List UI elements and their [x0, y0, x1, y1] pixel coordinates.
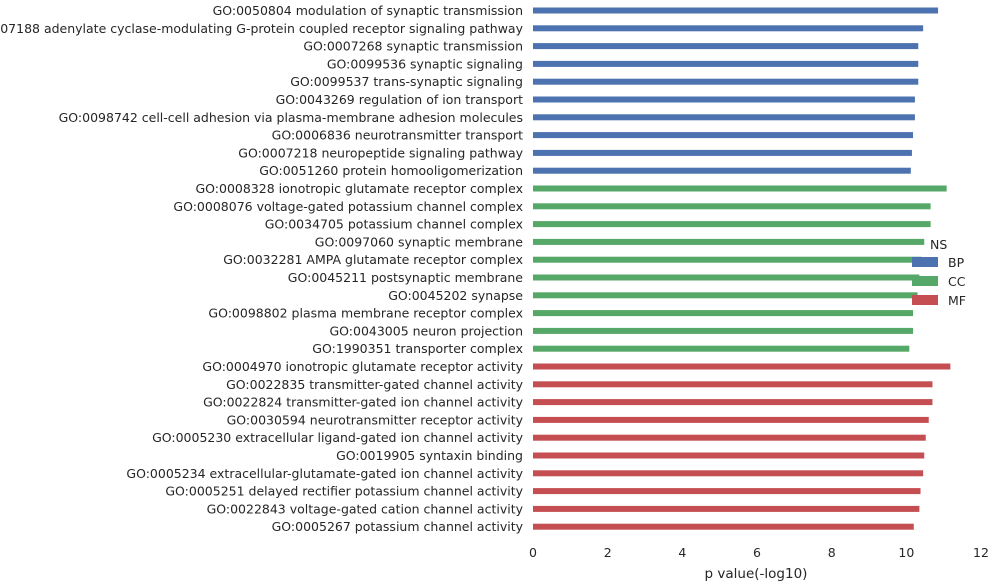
bar	[533, 452, 925, 459]
legend-swatch	[912, 257, 938, 267]
category-label: GO:0045211 postsynaptic membrane	[288, 270, 524, 285]
x-tick-label: 8	[828, 545, 836, 560]
bar	[533, 132, 914, 139]
category-label: GO:0043005 neuron projection	[329, 323, 523, 338]
category-label: GO:0051260 protein homooligomerization	[259, 163, 523, 178]
bar	[533, 399, 933, 406]
category-label: GO:0097060 synaptic membrane	[315, 234, 524, 249]
x-tick-label: 6	[753, 545, 761, 560]
bar	[533, 310, 914, 317]
category-label: GO:0099537 trans-synaptic signaling	[290, 74, 523, 89]
category-label: GO:0007188 adenylate cyclase-modulating …	[0, 21, 524, 36]
category-label: GO:0043269 regulation of ion transport	[276, 92, 524, 107]
category-label: GO:0006836 neurotransmitter transport	[272, 128, 523, 143]
legend-label: MF	[948, 293, 966, 308]
bar	[533, 363, 951, 370]
category-label: GO:0098802 plasma membrane receptor comp…	[208, 306, 523, 321]
legend-swatch	[912, 295, 938, 305]
bar	[533, 43, 919, 50]
x-tick-label: 2	[604, 545, 612, 560]
category-label: GO:0022843 voltage-gated cation channel …	[207, 501, 524, 516]
bar	[533, 470, 924, 477]
category-label: GO:0005234 extracellular-glutamate-gated…	[126, 466, 523, 481]
bar	[533, 78, 919, 85]
legend-label: CC	[948, 274, 966, 289]
category-label: GO:1990351 transporter complex	[312, 341, 523, 356]
bar	[533, 505, 920, 512]
bar	[533, 434, 926, 441]
bar	[533, 327, 914, 334]
category-label: GO:0008076 voltage-gated potassium chann…	[173, 199, 523, 214]
legend-label: BP	[948, 255, 965, 270]
category-label: GO:0034705 potassium channel complex	[265, 217, 523, 232]
bar	[533, 274, 920, 281]
category-label: GO:0032281 AMPA glutamate receptor compl…	[223, 252, 523, 267]
category-label: GO:0022824 transmitter-gated ion channel…	[203, 395, 524, 410]
bar	[533, 185, 947, 192]
bar	[533, 256, 922, 263]
bar	[533, 25, 924, 32]
bar	[533, 523, 914, 530]
x-tick-label: 0	[529, 545, 537, 560]
x-tick-label: 10	[898, 545, 914, 560]
category-labels-layer: GO:0050804 modulation of synaptic transm…	[0, 3, 524, 534]
legend-title: NS	[930, 237, 947, 252]
category-label: GO:0005230 extracellular ligand-gated io…	[152, 430, 524, 445]
category-label: GO:0019905 syntaxin binding	[336, 448, 523, 463]
category-label: GO:0030594 neurotransmitter receptor act…	[227, 412, 524, 427]
category-label: GO:0007218 neuropeptide signaling pathwa…	[238, 145, 523, 160]
bar	[533, 292, 918, 299]
category-label: GO:0045202 synapse	[388, 288, 523, 303]
x-tick-label: 4	[678, 545, 686, 560]
bar	[533, 114, 915, 121]
bar	[533, 149, 912, 156]
legend: NS BP CC MF	[912, 237, 966, 308]
category-label: GO:0007268 synaptic transmission	[303, 39, 523, 54]
x-tick-label: 12	[973, 545, 989, 560]
category-label: GO:0005251 delayed rectifier potassium c…	[165, 484, 523, 499]
bar	[533, 221, 931, 228]
legend-swatch	[912, 276, 938, 286]
bar	[533, 60, 919, 67]
x-axis-label: p value(-log10)	[705, 566, 808, 582]
category-label: GO:0098742 cell-cell adhesion via plasma…	[59, 110, 523, 125]
bar	[533, 416, 929, 423]
bar	[533, 381, 933, 388]
bar	[533, 488, 921, 495]
x-tick-labels-layer: 0 2 4 6 8 10 12	[529, 545, 989, 560]
bar	[533, 96, 915, 103]
bar	[533, 238, 925, 245]
category-label: GO:0004970 ionotropic glutamate receptor…	[202, 359, 523, 374]
bar	[533, 7, 939, 14]
bar	[533, 203, 931, 210]
bar	[533, 167, 911, 174]
category-label: GO:0005267 potassium channel activity	[272, 519, 524, 534]
bars-layer	[533, 7, 951, 530]
category-label: GO:0099536 synaptic signaling	[327, 56, 523, 71]
bar	[533, 345, 910, 352]
category-label: GO:0022835 transmitter-gated channel act…	[226, 377, 523, 392]
category-label: GO:0008328 ionotropic glutamate receptor…	[196, 181, 524, 196]
category-label: GO:0050804 modulation of synaptic transm…	[213, 3, 523, 18]
